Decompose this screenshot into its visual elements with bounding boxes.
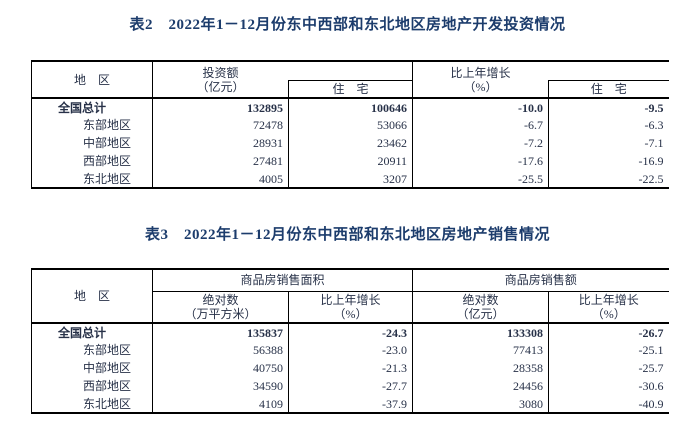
sales-area-cell: 34590 <box>152 377 289 395</box>
table3-amount-abs-line1: 绝对数 <box>462 292 499 307</box>
table2-title: 表2 2022年1－12月份东中西部和东北地区房地产开发投资情况 <box>129 17 566 33</box>
table3-amount-abs-line2: （亿元） <box>456 306 505 321</box>
table3-title: 表3 2022年1－12月份东中西部和东北地区房地产销售情况 <box>144 227 550 243</box>
growth-residential-cell: -16.9 <box>548 152 669 170</box>
investment-cell: 132895 <box>152 98 289 116</box>
table2-row-northeast: 东北地区 4005 3207 -25.5 -22.5 <box>32 170 669 188</box>
table2-growth-header-line1: 比上年增长 <box>450 65 511 80</box>
region-cell: 西部地区 <box>83 379 132 393</box>
table2-row-west: 西部地区 27481 20911 -17.6 -16.9 <box>32 152 669 170</box>
table2-investment-header-line1: 投资额 <box>202 65 239 80</box>
sales-area-growth-cell: -37.9 <box>287 395 413 413</box>
investment-cell: 72478 <box>152 116 289 134</box>
table2-growth-header: 比上年增长 （%） <box>412 61 549 99</box>
region-cell: 东北地区 <box>83 396 132 411</box>
table3-row-west: 西部地区 34590 -27.7 24456 -30.6 <box>32 377 669 395</box>
table3-sales-area-group-header: 商品房销售面积 <box>151 269 413 292</box>
sales-area-growth-cell: -21.3 <box>287 359 413 377</box>
table3-amount-growth-subheader: 比上年增长 （%） <box>548 291 669 324</box>
region-cell: 全国总计 <box>58 100 107 115</box>
sales-area-cell: 40750 <box>152 359 289 377</box>
table3-row-northeast: 东北地区 4109 -37.9 3080 -40.9 <box>32 395 669 413</box>
sales-area-cell: 4109 <box>152 395 289 413</box>
table2-investment-header-line2: （亿元） <box>196 79 245 94</box>
table2-residential-subheader: 住 宅 <box>288 80 413 99</box>
table2-investment-table: 地 区 投资额 （亿元） 比上年增长 （%） 住 宅 住 宅 全国总计 <box>31 60 669 189</box>
table3-area-growth-line1: 比上年增长 <box>320 292 381 307</box>
table2-growth-header-line2: （%） <box>463 79 498 94</box>
table3-row-east: 东部地区 56388 -23.0 77413 -25.1 <box>32 341 669 359</box>
investment-cell: 28931 <box>152 134 289 152</box>
table3-amount-abs-subheader: 绝对数 （亿元） <box>412 291 549 324</box>
investment-cell: 27481 <box>152 152 289 170</box>
table3-sales-table: 地 区 商品房销售面积 商品房销售额 绝对数 （万平方米） 比上年增长 （%） … <box>31 268 669 414</box>
table3-row-national: 全国总计 135837 -24.3 133308 -26.7 <box>32 323 669 341</box>
sales-amount-growth-cell: -26.7 <box>548 323 669 341</box>
table3-area-growth-line2: （%） <box>333 306 368 321</box>
sales-amount-cell: 28358 <box>412 359 549 377</box>
table3-amount-growth-line1: 比上年增长 <box>578 292 639 307</box>
table2-region-header: 地 区 <box>31 61 153 99</box>
table3-area-abs-line1: 绝对数 <box>202 292 239 307</box>
growth-residential-cell: -6.3 <box>548 116 669 134</box>
sales-amount-cell: 24456 <box>412 377 549 395</box>
region-cell: 西部地区 <box>83 154 132 168</box>
sales-area-cell: 135837 <box>152 323 289 341</box>
region-cell: 中部地区 <box>83 361 132 375</box>
table2-row-national: 全国总计 132895 100646 -10.0 -9.5 <box>32 98 669 116</box>
growth-cell: -17.6 <box>412 152 549 170</box>
table2-row-central: 中部地区 28931 23462 -7.2 -7.1 <box>32 134 669 152</box>
table2-row-east: 东部地区 72478 53066 -6.7 -6.3 <box>32 116 669 134</box>
sales-area-growth-cell: -24.3 <box>287 323 413 341</box>
table3-amount-growth-line2: （%） <box>591 306 626 321</box>
sales-amount-growth-cell: -25.7 <box>548 359 669 377</box>
residential-cell: 20911 <box>288 152 413 170</box>
growth-cell: -25.5 <box>412 170 549 188</box>
table3-row-central: 中部地区 40750 -21.3 28358 -25.7 <box>32 359 669 377</box>
growth-cell: -7.2 <box>412 134 549 152</box>
table3-region-header: 地 区 <box>31 269 153 324</box>
sales-amount-growth-cell: -40.9 <box>548 395 669 413</box>
table2-residential-spacer <box>288 61 413 81</box>
sales-area-growth-cell: -23.0 <box>287 341 413 359</box>
growth-cell: -10.0 <box>412 98 549 116</box>
growth-residential-cell: -22.5 <box>548 170 669 188</box>
sales-area-growth-cell: -27.7 <box>287 377 413 395</box>
table3-area-abs-subheader: 绝对数 （万平方米） <box>152 291 289 324</box>
sales-amount-growth-cell: -30.6 <box>548 377 669 395</box>
sales-amount-cell: 77413 <box>412 341 549 359</box>
sales-amount-cell: 133308 <box>412 323 549 341</box>
region-cell: 全国总计 <box>58 325 107 340</box>
growth-residential-cell: -9.5 <box>548 98 669 116</box>
table2-investment-header: 投资额 （亿元） <box>152 61 289 99</box>
residential-cell: 3207 <box>288 170 413 188</box>
residential-cell: 53066 <box>288 116 413 134</box>
table3-area-abs-line2: （万平方米） <box>184 306 257 321</box>
table3-sales-amount-group-header: 商品房销售额 <box>412 269 669 292</box>
sales-amount-cell: 3080 <box>412 395 549 413</box>
investment-cell: 4005 <box>152 170 289 188</box>
region-cell: 东北地区 <box>83 171 132 186</box>
growth-cell: -6.7 <box>412 116 549 134</box>
table2-growth-residential-subheader: 住 宅 <box>548 80 669 99</box>
region-cell: 东部地区 <box>83 343 132 357</box>
table2-growth-residential-spacer <box>548 61 669 81</box>
table3-area-growth-subheader: 比上年增长 （%） <box>287 291 413 324</box>
region-cell: 东部地区 <box>83 118 132 132</box>
sales-amount-growth-cell: -25.1 <box>548 341 669 359</box>
sales-area-cell: 56388 <box>152 341 289 359</box>
region-cell: 中部地区 <box>83 136 132 150</box>
residential-cell: 100646 <box>288 98 413 116</box>
growth-residential-cell: -7.1 <box>548 134 669 152</box>
residential-cell: 23462 <box>288 134 413 152</box>
